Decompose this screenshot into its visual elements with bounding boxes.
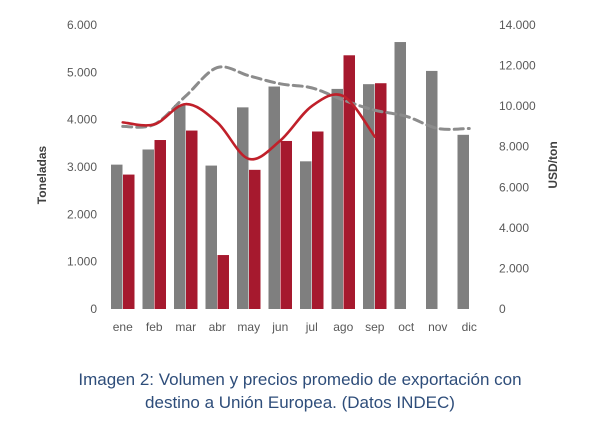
bar-volume-prev-jul [300, 161, 312, 309]
y2-tick-label: 6.000 [499, 180, 529, 194]
bar-volume-prev-ene [111, 164, 123, 309]
caption-line-2: destino a Unión Europea. (Datos INDEC) [145, 393, 455, 412]
y2-tick-label: 0 [499, 302, 506, 316]
bar-volume-prev-dic [457, 134, 469, 309]
x-tick-label-feb: feb [146, 320, 163, 334]
x-tick-label-oct: oct [398, 320, 415, 334]
x-tick-label-ene: ene [113, 320, 133, 334]
y2-tick-label: 4.000 [499, 221, 529, 235]
bar-volume-curr-ago [343, 55, 355, 309]
line-price-prev [121, 65, 471, 131]
y-tick-label: 0 [90, 302, 97, 316]
bar-volume-curr-jun [280, 140, 292, 309]
bar-volume-curr-mar [186, 130, 198, 309]
bar-volume-prev-feb [142, 149, 154, 309]
bar-volume-prev-ago [331, 88, 343, 310]
x-tick-label-jul: jul [305, 320, 318, 334]
bar-volume-curr-ene [123, 174, 135, 309]
x-axis-ticks: ene feb mar abr may jun jul ago sep oct nov dic [113, 320, 477, 334]
chart: 0 1.000 2.000 3.000 4.000 5.000 6.000 0 2.000 4.… [35, 18, 560, 334]
lines [121, 65, 471, 161]
x-tick-label-dic: dic [462, 320, 477, 334]
x-tick-label-sep: sep [365, 320, 385, 334]
y-tick-label: 2.000 [67, 207, 97, 221]
y2-tick-label: 2.000 [499, 261, 529, 275]
bar-volume-prev-mar [174, 104, 186, 309]
x-tick-label-jun: jun [271, 320, 288, 334]
right-axis-ticks: 0 2.000 4.000 6.000 8.000 10.000 12.000 14.000 [499, 18, 536, 316]
bars [111, 42, 469, 310]
y2-axis-title: USD/ton [546, 141, 560, 188]
bar-volume-prev-abr [205, 165, 217, 309]
y2-tick-label: 10.000 [499, 99, 536, 113]
figure-caption: Imagen 2: Volumen y precios promedio de … [0, 368, 600, 414]
y-axis-title: Toneladas [35, 145, 49, 204]
bar-volume-prev-may [237, 107, 249, 309]
y2-tick-label: 8.000 [499, 140, 529, 154]
left-axis-ticks: 0 1.000 2.000 3.000 4.000 5.000 6.000 [67, 18, 97, 316]
y-tick-label: 6.000 [67, 18, 97, 32]
y2-tick-label: 14.000 [499, 18, 536, 32]
y2-tick-label: 12.000 [499, 59, 536, 73]
bar-volume-curr-may [249, 169, 261, 309]
bar-volume-curr-sep [375, 83, 387, 309]
bar-volume-curr-abr [217, 255, 229, 309]
bar-volume-prev-nov [426, 70, 438, 309]
x-tick-label-mar: mar [175, 320, 196, 334]
y-tick-label: 3.000 [67, 160, 97, 174]
y-tick-label: 4.000 [67, 113, 97, 127]
y-tick-label: 1.000 [67, 255, 97, 269]
line-price-curr [121, 93, 377, 161]
y-tick-label: 5.000 [67, 65, 97, 79]
bar-volume-prev-jun [268, 86, 280, 310]
x-tick-label-nov: nov [428, 320, 447, 334]
x-tick-label-abr: abr [209, 320, 226, 334]
bar-volume-curr-feb [154, 140, 166, 309]
bar-volume-prev-sep [363, 84, 375, 310]
x-tick-label-may: may [237, 320, 260, 334]
bar-volume-curr-jul [312, 131, 324, 309]
caption-line-1: Imagen 2: Volumen y precios promedio de … [78, 370, 522, 389]
x-tick-label-ago: ago [333, 320, 353, 334]
bar-volume-prev-oct [394, 42, 406, 309]
